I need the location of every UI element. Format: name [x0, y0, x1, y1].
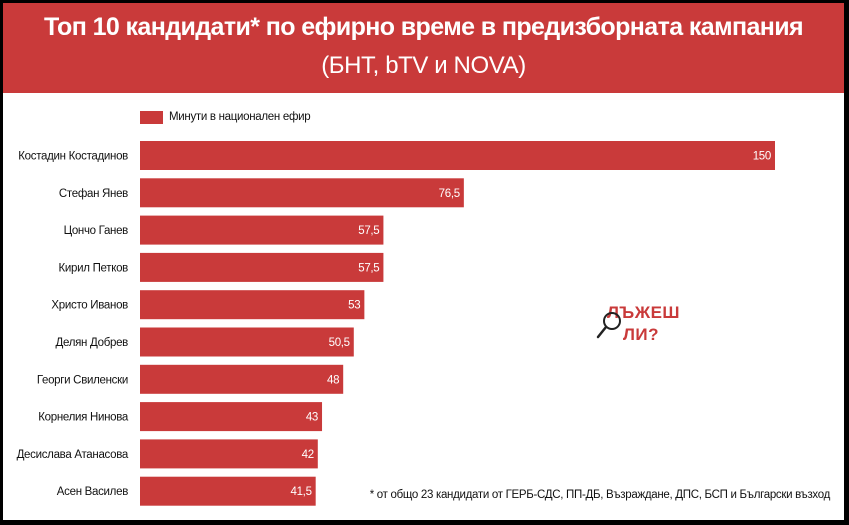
bar [140, 178, 464, 208]
watermark-line-2: ЛИ? [623, 325, 660, 344]
data-label: 42 [302, 449, 314, 461]
infographic: Топ 10 кандидати* по ефирно време в пред… [3, 3, 844, 520]
chart-subtitle: (БНТ, bTV и NOVA) [321, 52, 526, 79]
data-label: 48 [327, 374, 339, 386]
data-label: 57,5 [358, 262, 379, 274]
category-label: Десислава Атанасова [17, 449, 129, 461]
category-label: Костадин Костадинов [18, 151, 128, 163]
legend-swatch [140, 110, 163, 124]
data-label: 57,5 [358, 225, 379, 237]
chart-title: Топ 10 кандидати* по ефирно време в пред… [43, 13, 804, 41]
data-label: 50,5 [329, 337, 350, 349]
footnote: * от общо 23 кандидати от ГЕРБ-СДС, ПП-Д… [369, 489, 831, 501]
bar [140, 476, 316, 506]
data-label: 41,5 [290, 486, 311, 498]
bar [140, 439, 318, 469]
bar [140, 252, 384, 282]
data-label: 43 [306, 412, 318, 424]
category-label: Стефан Янев [59, 188, 128, 200]
data-label: 76,5 [439, 188, 460, 200]
magnifier-icon [596, 312, 621, 339]
category-label: Делян Добрев [56, 337, 129, 349]
legend-label: Минути в национален ефир [169, 111, 311, 123]
data-label: 150 [753, 151, 771, 163]
legend: Минути в национален ефир [140, 109, 311, 125]
header-banner: Топ 10 кандидати* по ефирно време в пред… [3, 3, 844, 93]
category-label: Асен Василев [57, 486, 128, 498]
bar [140, 290, 365, 320]
bar [140, 215, 384, 245]
category-label: Георги Свиленски [37, 374, 128, 386]
bar [140, 364, 344, 394]
bar [140, 402, 323, 432]
category-label: Христо Иванов [51, 300, 128, 312]
category-label: Цончо Ганев [64, 225, 129, 237]
category-label: Кирил Петков [59, 262, 129, 274]
data-label: 53 [348, 300, 360, 312]
watermark-line-1: ЛЪЖЕШ [607, 303, 680, 322]
bar-chart: Костадин Костадинов 150 Стефан Янев 76,5 Цон… [17, 141, 775, 506]
bar [140, 327, 354, 357]
bar [140, 141, 775, 170]
watermark-logo: ЛЪЖЕШ ЛИ? [596, 301, 691, 351]
category-label: Корнелия Нинова [38, 412, 129, 424]
